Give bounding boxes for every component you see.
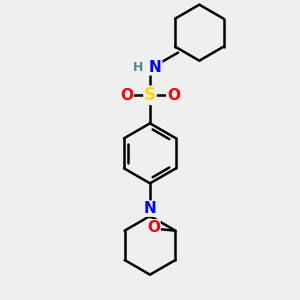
Text: O: O: [147, 220, 160, 235]
Text: O: O: [120, 88, 133, 103]
Text: O: O: [167, 88, 180, 103]
Text: H: H: [133, 61, 143, 74]
Text: N: N: [144, 201, 156, 216]
Text: S: S: [144, 86, 156, 104]
Text: N: N: [149, 60, 162, 75]
